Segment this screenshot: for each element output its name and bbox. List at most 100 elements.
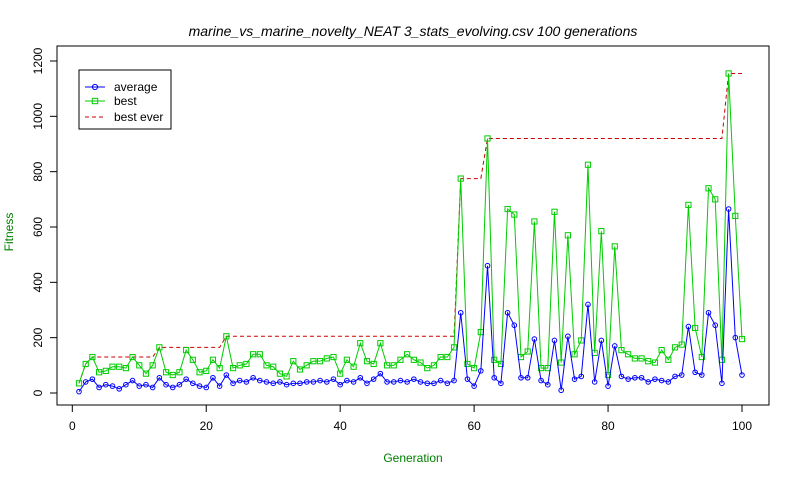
point-best (558, 359, 565, 366)
point-average (585, 301, 591, 308)
point-average (230, 380, 236, 387)
series-line-best-ever (78, 72, 742, 384)
point-best (102, 367, 109, 374)
point-average (638, 374, 645, 381)
point-best (410, 356, 417, 363)
x-tick-label: 0 (69, 419, 76, 433)
point-best (645, 358, 652, 365)
point-average (310, 379, 317, 385)
x-tick-label: 20 (200, 419, 214, 433)
chart-title: marine_vs_marine_novelty_NEAT 3_stats_ev… (189, 23, 638, 39)
point-average (605, 383, 611, 389)
point-best (303, 362, 310, 369)
point-average (270, 380, 277, 387)
legend-entry-best: best (85, 94, 137, 108)
point-best (243, 360, 250, 368)
point-average (645, 379, 652, 385)
point-average (618, 373, 625, 380)
point-best (658, 347, 665, 354)
point-average (484, 262, 491, 269)
point-average (390, 379, 397, 385)
legend-label-best: best (114, 94, 137, 108)
point-average (424, 380, 431, 387)
point-average (196, 383, 203, 389)
point-average (498, 380, 504, 387)
point-average (665, 379, 672, 385)
point-best (491, 356, 498, 363)
x-axis-label: Generation (383, 451, 442, 465)
point-average (283, 381, 290, 388)
point-average (176, 381, 183, 388)
point-average (558, 387, 564, 394)
point-best (564, 232, 571, 239)
point-average (464, 376, 471, 382)
point-best (732, 212, 739, 220)
point-best (678, 341, 685, 348)
point-average (163, 381, 169, 388)
point-average (303, 379, 310, 385)
point-average (544, 381, 551, 388)
point-best (209, 356, 217, 363)
point-average (143, 381, 149, 388)
series-layer (75, 70, 746, 395)
point-average (699, 372, 705, 378)
point-average (444, 380, 451, 387)
point-best (712, 196, 719, 203)
point-best (725, 70, 732, 77)
point-average (123, 381, 129, 388)
point-average (658, 377, 665, 384)
point-average (451, 377, 457, 384)
point-average (417, 379, 424, 385)
point-average (156, 374, 163, 381)
point-best (216, 365, 223, 372)
point-average (739, 372, 745, 378)
x-tick-label: 60 (467, 419, 481, 433)
point-average (565, 333, 571, 340)
legend-entry-average: average (85, 80, 158, 94)
point-average (712, 322, 719, 329)
point-best (457, 175, 464, 182)
point-average (149, 384, 156, 391)
point-average (102, 381, 109, 388)
point-best (638, 355, 645, 362)
point-average (692, 369, 698, 376)
point-average (297, 380, 303, 387)
point-average (216, 383, 223, 389)
point-best (685, 201, 692, 208)
point-best (611, 243, 618, 250)
point-average (350, 379, 357, 385)
point-average (96, 384, 102, 391)
point-best (531, 218, 538, 225)
point-average (431, 380, 437, 387)
y-tick-label: 400 (31, 272, 45, 292)
point-average (524, 374, 531, 381)
point-best (129, 353, 136, 361)
point-best (698, 353, 705, 361)
point-best (437, 353, 444, 361)
point-best (176, 369, 183, 376)
point-best (229, 365, 237, 372)
legend: average best best ever (78, 69, 172, 130)
x-tick-label: 100 (732, 419, 752, 433)
point-average (705, 309, 712, 316)
point-best (584, 161, 592, 168)
point-best (136, 362, 143, 369)
point-best (524, 348, 531, 355)
point-average (578, 373, 585, 380)
point-best (471, 365, 478, 372)
point-best (162, 369, 170, 376)
point-average (672, 373, 678, 380)
y-axis-label: Fitness (2, 213, 16, 252)
point-best (296, 366, 304, 373)
point-average (404, 379, 410, 385)
legend-label-average: average (114, 80, 158, 94)
point-average (732, 334, 739, 341)
point-average (109, 383, 116, 389)
point-best (417, 359, 424, 366)
point-average (243, 379, 250, 385)
point-best (196, 369, 203, 376)
y-tick-label: 800 (31, 161, 45, 181)
point-average (203, 384, 210, 391)
point-average (491, 374, 498, 381)
legend-marker-average (91, 83, 99, 91)
